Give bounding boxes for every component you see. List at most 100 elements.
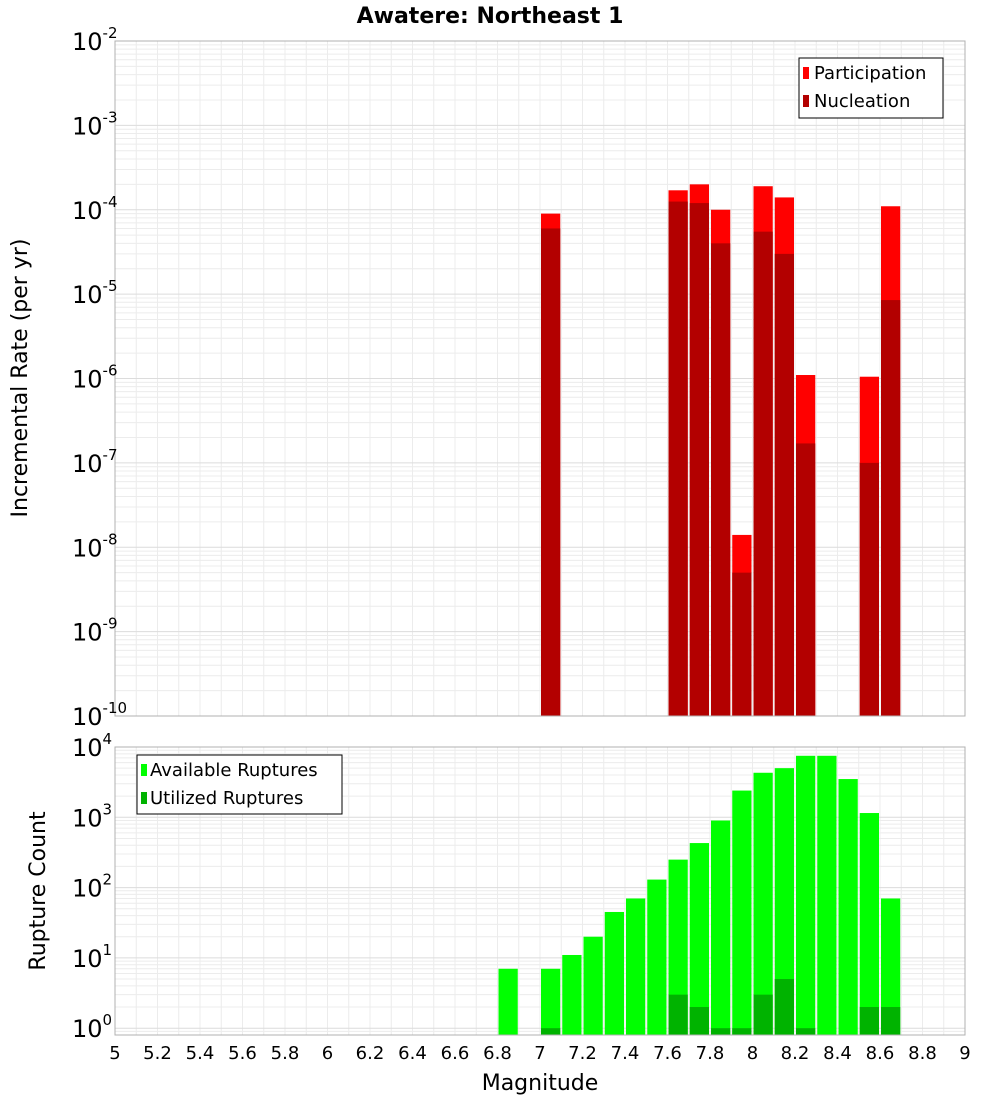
- rate-y-tick-label: 10-9: [72, 615, 118, 647]
- count-bar-utilized-ruptures: [753, 994, 773, 1035]
- x-tick-label: 7.6: [653, 1043, 682, 1064]
- rate-bar-nucleation: [753, 231, 773, 716]
- count-y-tick-label: 102: [72, 871, 112, 903]
- rate-y-axis-label: Incremental Rate (per yr): [8, 239, 33, 518]
- count-bar-available-ruptures: [732, 790, 752, 1035]
- x-tick-label: 6.4: [398, 1043, 427, 1064]
- rate-y-ticks: 10-10 10-9 10-8 10-7 10-6 10-5 10-4 10-3 10-2: [72, 24, 127, 731]
- x-tick-label: 5.2: [143, 1043, 172, 1064]
- count-bar-available-ruptures: [859, 813, 879, 1035]
- count-y-tick-label: 103: [72, 800, 112, 832]
- count-bar-utilized-ruptures: [541, 1028, 561, 1035]
- rate-y-tick-label: 10-4: [72, 193, 118, 225]
- count-plot-frame: [114, 746, 966, 1036]
- x-tick-label: 7.8: [696, 1043, 725, 1064]
- count-bar-available-ruptures: [583, 936, 603, 1035]
- x-tick-label: 5.8: [271, 1043, 300, 1064]
- count-bar-available-ruptures: [881, 898, 901, 1035]
- count-bar-available-ruptures: [498, 968, 518, 1035]
- legend-swatch-utilized: [141, 792, 147, 804]
- rate-bar-nucleation: [732, 572, 752, 716]
- legend-label-participation: Participation: [814, 63, 926, 84]
- legend-swatch-available: [141, 764, 147, 776]
- rate-y-tick-label: 10-7: [72, 446, 118, 478]
- count-bar-available-ruptures: [817, 755, 837, 1035]
- x-tick-label: 6.8: [483, 1043, 512, 1064]
- count-bar-available-ruptures: [647, 879, 667, 1035]
- x-tick-label: 6: [322, 1043, 333, 1064]
- count-y-tick-label: 104: [72, 730, 112, 762]
- rate-bar-nucleation: [881, 300, 901, 716]
- count-y-ticks: 100 101 102 103 104: [72, 730, 112, 1043]
- count-bar-utilized-ruptures: [881, 1007, 901, 1035]
- count-bar-available-ruptures: [796, 755, 816, 1035]
- x-tick-label: 9: [959, 1043, 970, 1064]
- x-tick-label: 7.4: [611, 1043, 640, 1064]
- rate-bar-nucleation: [541, 228, 561, 716]
- legend-swatch-participation: [803, 67, 809, 79]
- rate-bar-nucleation: [668, 201, 688, 716]
- rate-plot-frame: [114, 40, 966, 717]
- chart-title: Awatere: Northeast 1: [357, 4, 624, 29]
- count-legend: Available Ruptures Utilized Ruptures: [136, 754, 343, 815]
- count-bar-utilized-ruptures: [689, 1007, 709, 1035]
- legend-swatch-nucleation: [803, 95, 809, 107]
- count-bar-available-ruptures: [774, 768, 794, 1035]
- count-y-tick-label: 101: [72, 941, 112, 973]
- rate-y-tick-label: 10-3: [72, 108, 118, 140]
- count-bar-available-ruptures: [668, 859, 688, 1035]
- x-axis-label: Magnitude: [482, 1071, 599, 1096]
- count-y-tick-label: 100: [72, 1011, 112, 1043]
- rate-bar-nucleation: [689, 203, 709, 716]
- rate-y-tick-label: 10-2: [72, 24, 118, 56]
- count-panel: 100 101 102 103 104 5 5.2 5.4 5.6 5.8 6 6.2 6.4 6.6 6…: [26, 730, 971, 1096]
- legend-label-available: Available Ruptures: [150, 760, 318, 781]
- rate-y-tick-label: 10-8: [72, 530, 118, 562]
- rate-legend: Participation Nucleation: [798, 57, 944, 119]
- rate-panel: 10-10 10-9 10-8 10-7 10-6 10-5 10-4 10-3 10-2 In…: [8, 24, 966, 731]
- x-tick-label: 7: [534, 1043, 545, 1064]
- rate-grid: [114, 40, 966, 717]
- count-bar-available-ruptures: [753, 772, 773, 1035]
- x-tick-label: 8.2: [781, 1043, 810, 1064]
- count-bar-utilized-ruptures: [732, 1028, 752, 1035]
- x-tick-label: 8.6: [866, 1043, 895, 1064]
- count-bar-utilized-ruptures: [796, 1028, 816, 1035]
- count-y-axis-label: Rupture Count: [26, 811, 51, 971]
- count-bar-available-ruptures: [541, 968, 561, 1035]
- legend-label-nucleation: Nucleation: [814, 91, 910, 112]
- rate-bar-nucleation: [711, 243, 731, 717]
- count-bar-available-ruptures: [626, 898, 646, 1035]
- count-bar-utilized-ruptures: [668, 994, 688, 1035]
- count-bar-available-ruptures: [562, 954, 582, 1035]
- x-tick-label: 5.4: [186, 1043, 215, 1064]
- x-tick-label: 8: [747, 1043, 758, 1064]
- rate-y-tick-label: 10-6: [72, 362, 118, 394]
- rate-bars: [541, 184, 901, 717]
- rate-bar-nucleation: [774, 253, 794, 716]
- x-tick-label: 8.8: [908, 1043, 937, 1064]
- count-legend-box: [136, 754, 343, 815]
- count-bar-utilized-ruptures: [774, 979, 794, 1035]
- x-tick-label: 6.2: [356, 1043, 385, 1064]
- x-tick-label: 7.2: [568, 1043, 597, 1064]
- x-tick-label: 8.4: [823, 1043, 852, 1064]
- legend-label-utilized: Utilized Ruptures: [150, 788, 303, 809]
- count-bar-available-ruptures: [689, 843, 709, 1035]
- x-tick-labels: 5 5.2 5.4 5.6 5.8 6 6.2 6.4 6.6 6.8 7 7.2 7.4 7.6 7.8 8…: [109, 1043, 970, 1064]
- count-bar-available-ruptures: [838, 779, 858, 1035]
- rate-y-tick-label: 10-10: [72, 699, 127, 731]
- count-bar-utilized-ruptures: [711, 1028, 731, 1035]
- rate-y-tick-label: 10-5: [72, 277, 118, 309]
- x-tick-label: 6.6: [441, 1043, 470, 1064]
- x-tick-label: 5: [109, 1043, 120, 1064]
- count-bars: [498, 755, 901, 1035]
- count-bar-utilized-ruptures: [859, 1007, 879, 1035]
- x-tick-label: 5.6: [228, 1043, 257, 1064]
- rate-legend-box: [798, 57, 944, 119]
- rate-bar-nucleation: [796, 443, 816, 716]
- count-bar-available-ruptures: [604, 911, 624, 1035]
- rate-bar-nucleation: [859, 462, 879, 716]
- count-bar-available-ruptures: [711, 820, 731, 1035]
